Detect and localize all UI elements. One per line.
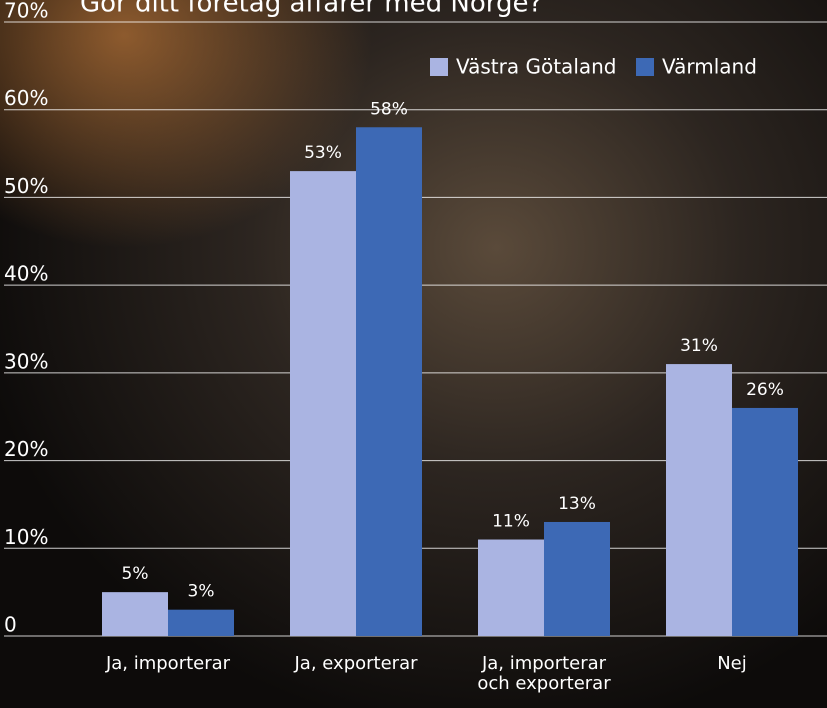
bar (478, 539, 544, 636)
bar (168, 609, 234, 636)
x-tick-label: Ja, importerar och exporterar (477, 653, 611, 694)
y-tick-label: 20% (4, 437, 48, 461)
x-tick-label: Ja, exporterar (294, 653, 418, 674)
legend-swatch (636, 58, 654, 76)
value-label: 13% (558, 494, 596, 514)
value-label: 53% (304, 143, 342, 163)
bar (544, 521, 610, 636)
chart-title: Gör ditt företag affärer med Norge? (80, 0, 542, 19)
x-tick-label: Ja, importerar (105, 653, 231, 674)
y-tick-label: 40% (4, 262, 48, 286)
legend-label: Värmland (662, 55, 757, 79)
value-label: 31% (680, 336, 718, 356)
y-tick-label: 70% (4, 0, 48, 23)
y-tick-label: 50% (4, 174, 48, 198)
y-tick-label: 0 (4, 613, 17, 637)
y-tick-label: 10% (4, 525, 48, 549)
value-label: 11% (492, 512, 530, 532)
y-tick-label: 60% (4, 86, 48, 110)
bar (732, 407, 798, 636)
legend-label: Västra Götaland (456, 55, 617, 79)
bar (666, 364, 732, 636)
bar (356, 127, 422, 636)
value-label: 26% (746, 380, 784, 400)
y-tick-label: 30% (4, 349, 48, 373)
value-label: 3% (188, 582, 215, 602)
x-tick-label: Nej (717, 653, 747, 674)
value-label: 5% (122, 564, 149, 584)
legend-swatch (430, 58, 448, 76)
bar (102, 592, 168, 636)
bar (290, 171, 356, 636)
value-label: 58% (370, 99, 408, 119)
